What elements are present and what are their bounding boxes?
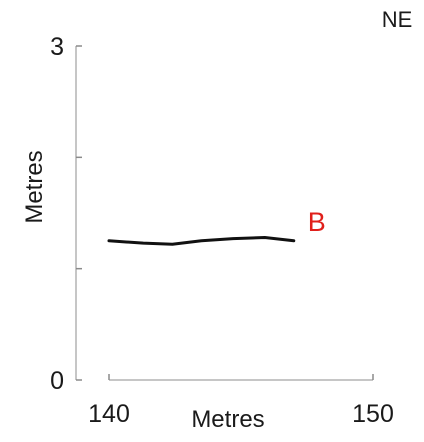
y-axis-title: Metres	[21, 150, 48, 223]
series-group: B	[107, 207, 326, 246]
x-tick-label: 140	[88, 400, 130, 428]
y-tick-label: 3	[50, 33, 64, 61]
axes	[75, 45, 374, 381]
y-tick-label: 0	[50, 367, 64, 395]
series-line-b	[107, 236, 296, 246]
x-axis-title: Metres	[191, 406, 264, 433]
series-label-b: B	[308, 207, 326, 237]
corner-label-ne: NE	[382, 7, 413, 32]
tick-labels: 0 3 140 150	[50, 33, 394, 428]
x-tick-label: 150	[352, 400, 394, 428]
